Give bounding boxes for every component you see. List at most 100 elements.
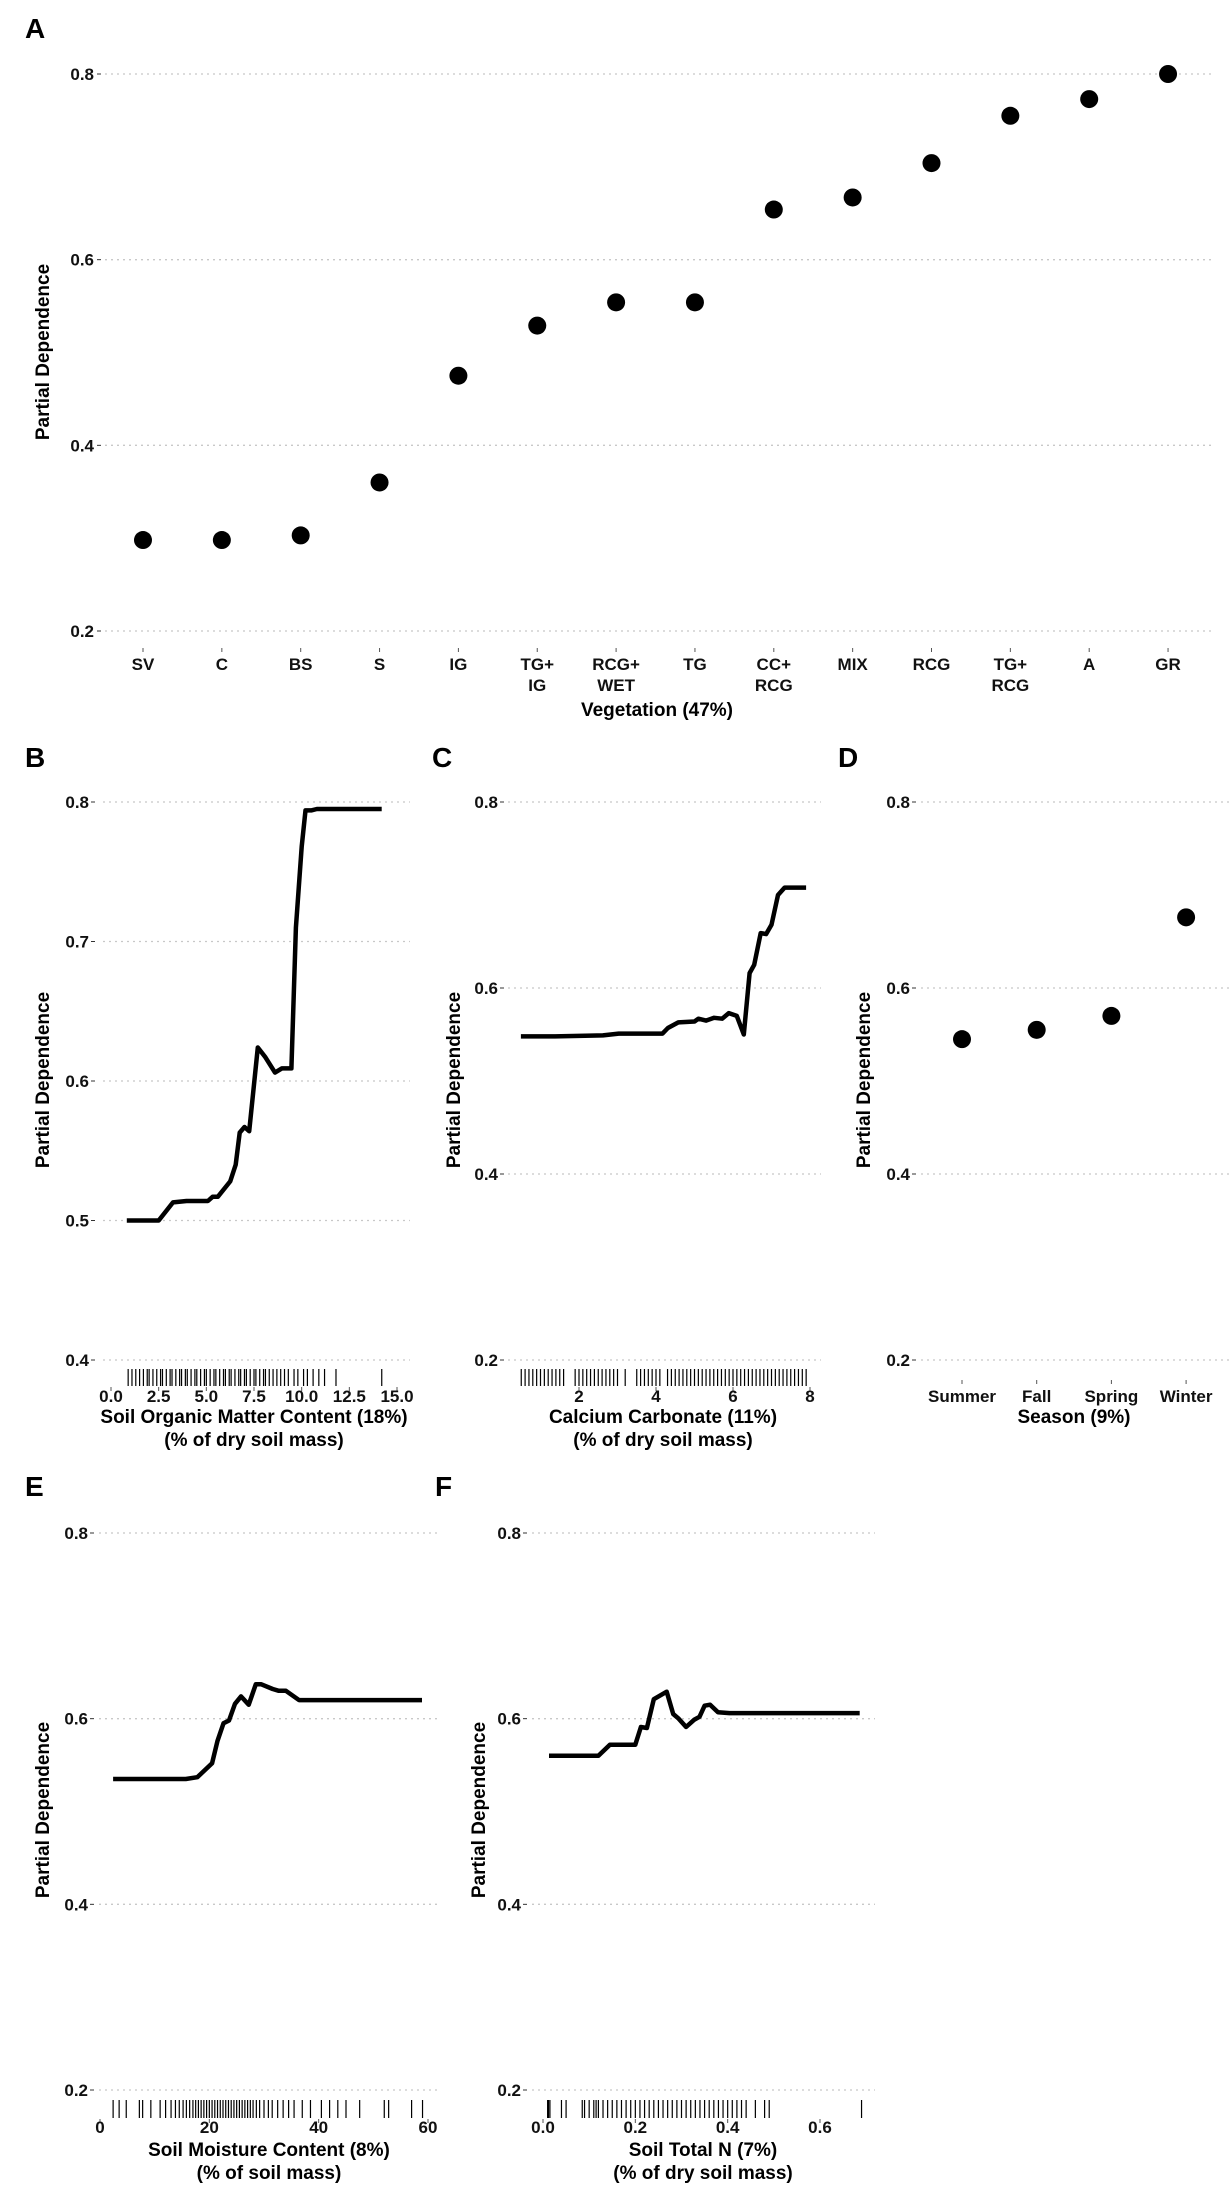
panel-d: D <box>838 742 1230 1384</box>
x-tick-label: 0.2 <box>624 2118 648 2137</box>
y-tick-label: 0.8 <box>64 1524 88 1543</box>
y-tick-label: 0.8 <box>886 793 910 812</box>
x-tick-label: 0.4 <box>716 2118 740 2137</box>
x-axis-subtitle: (% of soil mass) <box>197 2163 342 2184</box>
x-tick-label: TG+ <box>994 655 1028 674</box>
panel-letter: A <box>25 13 45 44</box>
panel-c: C <box>432 742 821 1391</box>
panel-letter: E <box>25 1471 44 1502</box>
x-tick-label: WET <box>597 676 635 695</box>
data-point <box>1080 90 1099 109</box>
data-point <box>1001 106 1020 125</box>
y-tick-label: 0.6 <box>886 979 910 998</box>
x-tick-label: 20 <box>200 2118 219 2137</box>
y-tick-label: 0.8 <box>70 65 94 84</box>
x-tick-label: GR <box>1155 655 1181 674</box>
x-tick-label: 7.5 <box>242 1387 266 1406</box>
x-tick-label: BS <box>289 655 313 674</box>
x-tick-label: 15.0 <box>380 1387 413 1406</box>
data-point <box>134 531 152 550</box>
y-tick-label: 0.4 <box>497 1895 521 1914</box>
x-tick-label: IG <box>449 655 467 674</box>
pd-line <box>126 806 382 1223</box>
data-point <box>1102 1006 1121 1025</box>
data-point <box>953 1030 971 1049</box>
x-tick-label: 10.0 <box>285 1387 318 1406</box>
x-axis-subtitle: (% of dry soil mass) <box>573 1430 753 1451</box>
x-axis-title: Soil Organic Matter Content (18%) <box>100 1407 407 1428</box>
y-tick-label: 0.8 <box>65 793 89 812</box>
panel-letter: D <box>838 742 858 773</box>
data-point <box>449 366 468 385</box>
y-tick-label: 0.4 <box>886 1165 910 1184</box>
data-point <box>291 526 310 545</box>
y-tick-label: 0.6 <box>474 979 498 998</box>
y-tick-label: 0.8 <box>497 1524 521 1543</box>
y-tick-label: 0.6 <box>497 1710 521 1729</box>
x-tick-label: 60 <box>419 2118 438 2137</box>
x-tick-label: IG <box>528 676 546 695</box>
y-tick-label: 0.2 <box>70 622 94 641</box>
x-tick-label: RCG+ <box>592 655 640 674</box>
y-axis-title: Partial Dependence <box>33 1722 54 1898</box>
x-axis-subtitle: (% of dry soil mass) <box>613 2163 793 2184</box>
data-point <box>370 473 389 492</box>
x-tick-label: 6 <box>728 1387 737 1406</box>
x-tick-label: 0.0 <box>531 2118 555 2137</box>
panel-e: E <box>25 1471 439 2123</box>
data-point <box>1159 65 1178 83</box>
pd-line <box>113 1682 422 1782</box>
x-tick-label: 2.5 <box>147 1387 171 1406</box>
y-tick-label: 0.6 <box>70 251 94 270</box>
panel-letter: F <box>435 1471 452 1502</box>
data-point <box>528 316 547 335</box>
x-tick-label: Summer <box>928 1387 996 1406</box>
x-tick-label: RCG <box>913 655 951 674</box>
x-axis-title: Soil Moisture Content (8%) <box>148 2140 390 2161</box>
panel-b: B <box>25 742 410 1391</box>
x-axis-title: Soil Total N (7%) <box>629 2140 777 2161</box>
y-tick-label: 0.4 <box>64 1895 88 1914</box>
y-tick-label: 0.4 <box>474 1165 498 1184</box>
x-tick-label: S <box>374 655 385 674</box>
data-point <box>607 293 626 312</box>
x-tick-label: 8 <box>805 1387 814 1406</box>
x-tick-label: 5.0 <box>195 1387 219 1406</box>
data-point <box>1177 908 1196 927</box>
x-tick-label: RCG <box>755 676 793 695</box>
y-tick-label: 0.7 <box>65 933 89 952</box>
data-point <box>1027 1020 1046 1039</box>
data-point <box>922 154 941 173</box>
x-axis-title: Season (9%) <box>1018 1407 1131 1428</box>
x-tick-label: Fall <box>1022 1387 1051 1406</box>
x-tick-label: 0.6 <box>808 2118 832 2137</box>
y-tick-label: 0.2 <box>64 2081 88 2100</box>
y-tick-label: 0.2 <box>886 1351 910 1370</box>
x-tick-label: TG <box>683 655 707 674</box>
panel-letter: B <box>25 742 45 773</box>
x-axis-title: Vegetation (47%) <box>581 700 733 721</box>
data-point <box>764 200 783 219</box>
y-tick-label: 0.4 <box>65 1351 89 1370</box>
panel-letter: C <box>432 742 452 773</box>
y-tick-label: 0.5 <box>65 1212 89 1231</box>
x-tick-label: CC+ <box>757 655 792 674</box>
y-tick-label: 0.6 <box>64 1710 88 1729</box>
x-tick-label: 40 <box>309 2118 328 2137</box>
panel-f: F <box>435 1471 875 2123</box>
data-point <box>843 188 862 207</box>
y-axis-title: Partial Dependence <box>469 1722 490 1898</box>
x-axis-subtitle: (% of dry soil mass) <box>164 1430 344 1451</box>
y-axis-title: Partial Dependence <box>444 992 465 1168</box>
x-tick-label: MIX <box>838 655 869 674</box>
data-point <box>212 531 231 550</box>
y-axis-title: Partial Dependence <box>33 264 54 440</box>
x-tick-label: C <box>216 655 228 674</box>
x-axis-title: Calcium Carbonate (11%) <box>549 1407 777 1428</box>
pd-line <box>549 1689 860 1759</box>
x-tick-label: RCG <box>991 676 1029 695</box>
y-axis-title: Partial Dependence <box>854 992 875 1168</box>
x-tick-label: A <box>1083 655 1095 674</box>
y-tick-label: 0.2 <box>497 2081 521 2100</box>
